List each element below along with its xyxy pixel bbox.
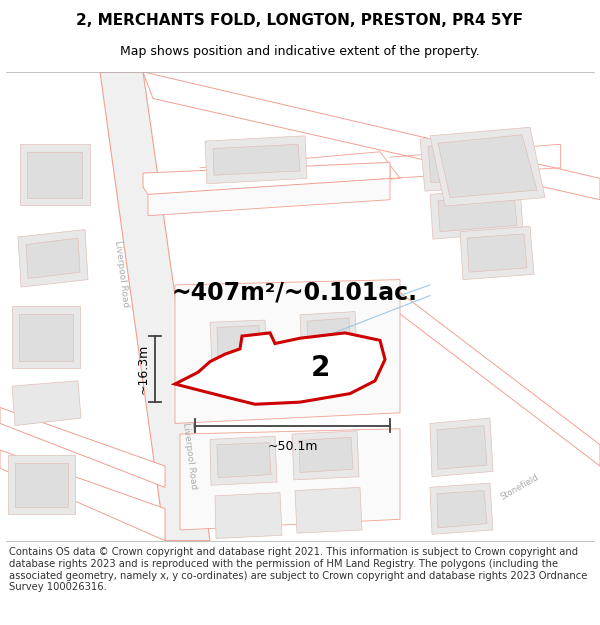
Polygon shape bbox=[20, 144, 90, 205]
Polygon shape bbox=[180, 429, 400, 530]
Polygon shape bbox=[148, 168, 390, 216]
Polygon shape bbox=[437, 491, 487, 528]
Polygon shape bbox=[430, 187, 523, 239]
Polygon shape bbox=[100, 72, 210, 541]
Polygon shape bbox=[438, 135, 537, 198]
Polygon shape bbox=[430, 127, 545, 206]
Polygon shape bbox=[300, 312, 357, 358]
Polygon shape bbox=[430, 418, 493, 477]
Polygon shape bbox=[8, 456, 75, 514]
Polygon shape bbox=[307, 318, 350, 351]
Text: Contains OS data © Crown copyright and database right 2021. This information is : Contains OS data © Crown copyright and d… bbox=[9, 548, 587, 592]
Polygon shape bbox=[0, 408, 165, 488]
Text: 2, MERCHANTS FOLD, LONGTON, PRESTON, PR4 5YF: 2, MERCHANTS FOLD, LONGTON, PRESTON, PR4… bbox=[77, 12, 523, 28]
Polygon shape bbox=[215, 492, 282, 539]
Polygon shape bbox=[420, 131, 535, 191]
Polygon shape bbox=[210, 436, 277, 485]
Polygon shape bbox=[27, 152, 82, 198]
Polygon shape bbox=[205, 136, 307, 184]
Text: Liverpool Road: Liverpool Road bbox=[113, 241, 131, 308]
Polygon shape bbox=[292, 431, 359, 480]
Polygon shape bbox=[467, 234, 527, 272]
Text: ~407m²/~0.101ac.: ~407m²/~0.101ac. bbox=[172, 281, 418, 304]
Polygon shape bbox=[18, 229, 88, 287]
Polygon shape bbox=[175, 333, 385, 404]
Text: Map shows position and indicative extent of the property.: Map shows position and indicative extent… bbox=[120, 45, 480, 58]
Text: Liverpool Road: Liverpool Road bbox=[181, 421, 199, 489]
Polygon shape bbox=[430, 483, 493, 534]
Polygon shape bbox=[12, 381, 81, 426]
Text: 2: 2 bbox=[310, 354, 329, 382]
Text: Stonefield: Stonefield bbox=[499, 472, 541, 502]
Polygon shape bbox=[210, 320, 267, 365]
Text: ~16.3m: ~16.3m bbox=[137, 344, 150, 394]
Polygon shape bbox=[217, 442, 271, 478]
Text: ~50.1m: ~50.1m bbox=[267, 441, 318, 454]
Polygon shape bbox=[143, 72, 600, 200]
Polygon shape bbox=[460, 226, 534, 279]
Polygon shape bbox=[295, 488, 362, 533]
Polygon shape bbox=[26, 238, 80, 279]
Polygon shape bbox=[143, 162, 390, 194]
Polygon shape bbox=[438, 194, 517, 232]
Polygon shape bbox=[15, 463, 68, 506]
Polygon shape bbox=[0, 450, 165, 541]
Polygon shape bbox=[175, 279, 400, 423]
Polygon shape bbox=[12, 306, 80, 368]
Polygon shape bbox=[213, 144, 300, 175]
Polygon shape bbox=[428, 139, 526, 182]
Polygon shape bbox=[299, 438, 353, 472]
Polygon shape bbox=[19, 314, 73, 361]
Polygon shape bbox=[437, 426, 487, 469]
Polygon shape bbox=[217, 326, 260, 359]
Polygon shape bbox=[390, 285, 600, 466]
